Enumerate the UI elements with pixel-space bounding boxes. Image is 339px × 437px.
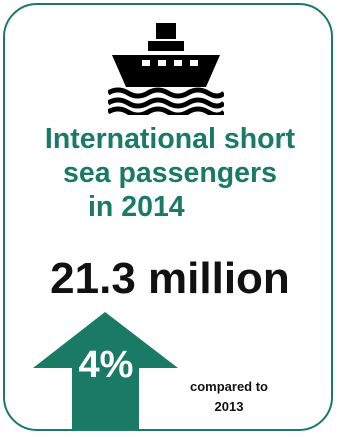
title-line-2: sea passengers: [63, 157, 277, 189]
title-line-1: International short: [44, 123, 296, 155]
infographic-title: International short sea passengers in 20…: [5, 122, 331, 224]
title-line-3: in 2014: [88, 191, 185, 223]
ship-icon: [108, 23, 224, 115]
change-percent: 4%: [78, 344, 134, 386]
passenger-count: 21.3 million: [50, 254, 290, 303]
comparison-label: compared to 2013: [169, 377, 289, 417]
infographic-card: International short sea passengers in 20…: [3, 3, 333, 431]
comparison-line-2: 2013: [214, 399, 244, 414]
up-arrow-icon: [33, 312, 178, 429]
comparison-line-1: compared to: [189, 379, 268, 394]
